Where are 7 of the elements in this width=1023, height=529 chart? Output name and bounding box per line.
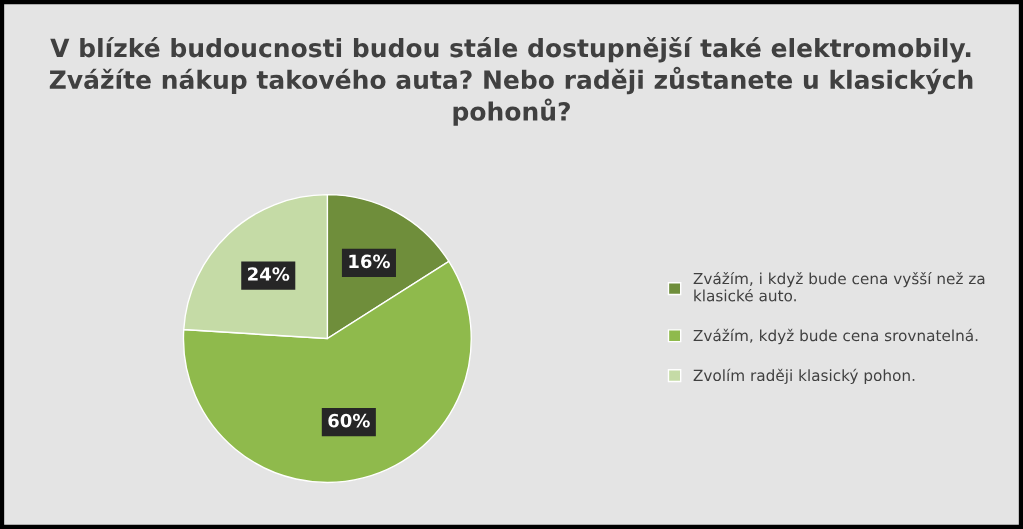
data-label: 24% <box>248 267 290 281</box>
data-label: 60% <box>328 413 370 428</box>
data-label: 16% <box>349 254 390 269</box>
legend-label: Zvážím, když bude cena srovnatelná. <box>693 328 978 345</box>
chart-title: V blízké budoucnosti budou stále dostupnější také elektromobily. Zvážíte nákup takového auta? Nebo raději zůstanete u klasických pohonů? <box>49 37 973 126</box>
legend-label: Zvolím raději klasický pohon. <box>693 368 915 385</box>
legend-label: Zvážím, i když bude cena vyšší než za klasické auto. <box>693 271 985 302</box>
